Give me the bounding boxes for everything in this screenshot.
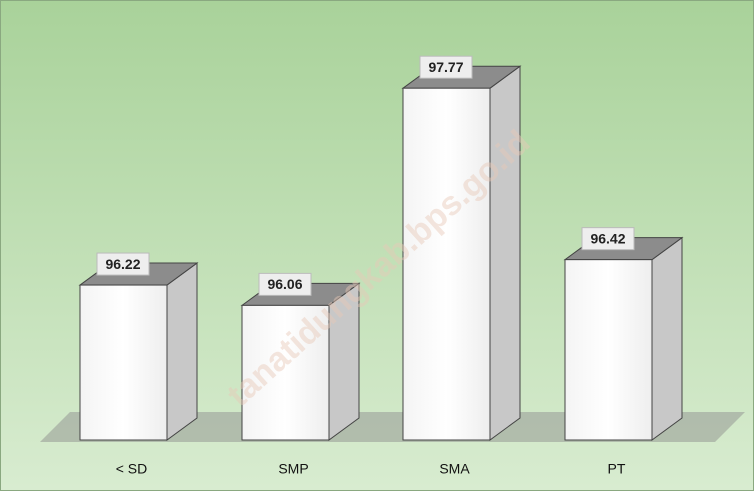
bar bbox=[241, 304, 330, 441]
x-tick-label: SMP bbox=[278, 461, 308, 477]
bar-side bbox=[166, 262, 198, 441]
bar bbox=[564, 259, 653, 441]
x-tick-label: < SD bbox=[116, 461, 148, 477]
value-label: 96.06 bbox=[267, 276, 302, 292]
value-label-box bbox=[258, 272, 312, 296]
value-label-box bbox=[419, 55, 473, 79]
bar-side bbox=[651, 236, 683, 441]
value-label: 97.77 bbox=[428, 59, 463, 75]
x-tick-label: PT bbox=[608, 461, 626, 477]
value-label: 96.42 bbox=[590, 230, 625, 246]
value-label-box bbox=[581, 227, 635, 251]
bar bbox=[402, 87, 491, 441]
bar-side bbox=[489, 65, 521, 441]
value-label: 96.22 bbox=[105, 256, 140, 272]
bar bbox=[79, 284, 168, 441]
x-tick-label: SMA bbox=[439, 461, 470, 477]
bars: 96.22 < SD 96.06 SMP 97.77 SMA 96.42 PT bbox=[78, 55, 684, 477]
value-label-box bbox=[96, 252, 150, 276]
